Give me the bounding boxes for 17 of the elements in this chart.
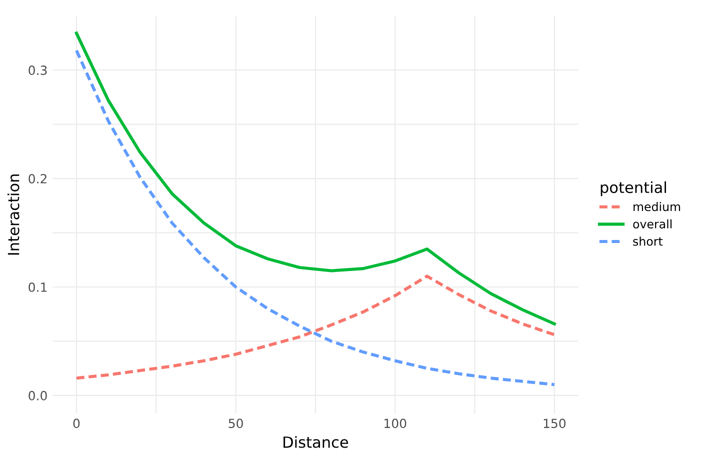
y-tick-label: 0.2 bbox=[28, 174, 46, 184]
x-tick-label: 50 bbox=[228, 418, 243, 428]
y-tick-label: 0.1 bbox=[28, 282, 47, 292]
y-tick-label: 0.3 bbox=[28, 66, 47, 75]
x-tick-label: 0 bbox=[73, 418, 80, 428]
legend-label: short bbox=[633, 236, 663, 246]
line-series bbox=[74, 32, 556, 326]
y-tick-label: 0.0 bbox=[28, 390, 47, 400]
line-series bbox=[74, 49, 556, 386]
x-tick-label: 150 bbox=[544, 418, 566, 428]
legend-label: overall bbox=[633, 219, 672, 228]
x-tick-label: 100 bbox=[384, 418, 406, 428]
x-axis-title: Distance bbox=[284, 436, 348, 448]
line-series bbox=[74, 274, 556, 380]
y-axis-title: Interaction bbox=[7, 174, 20, 255]
legend-title: potential bbox=[600, 181, 666, 196]
legend-label: medium bbox=[634, 202, 680, 212]
